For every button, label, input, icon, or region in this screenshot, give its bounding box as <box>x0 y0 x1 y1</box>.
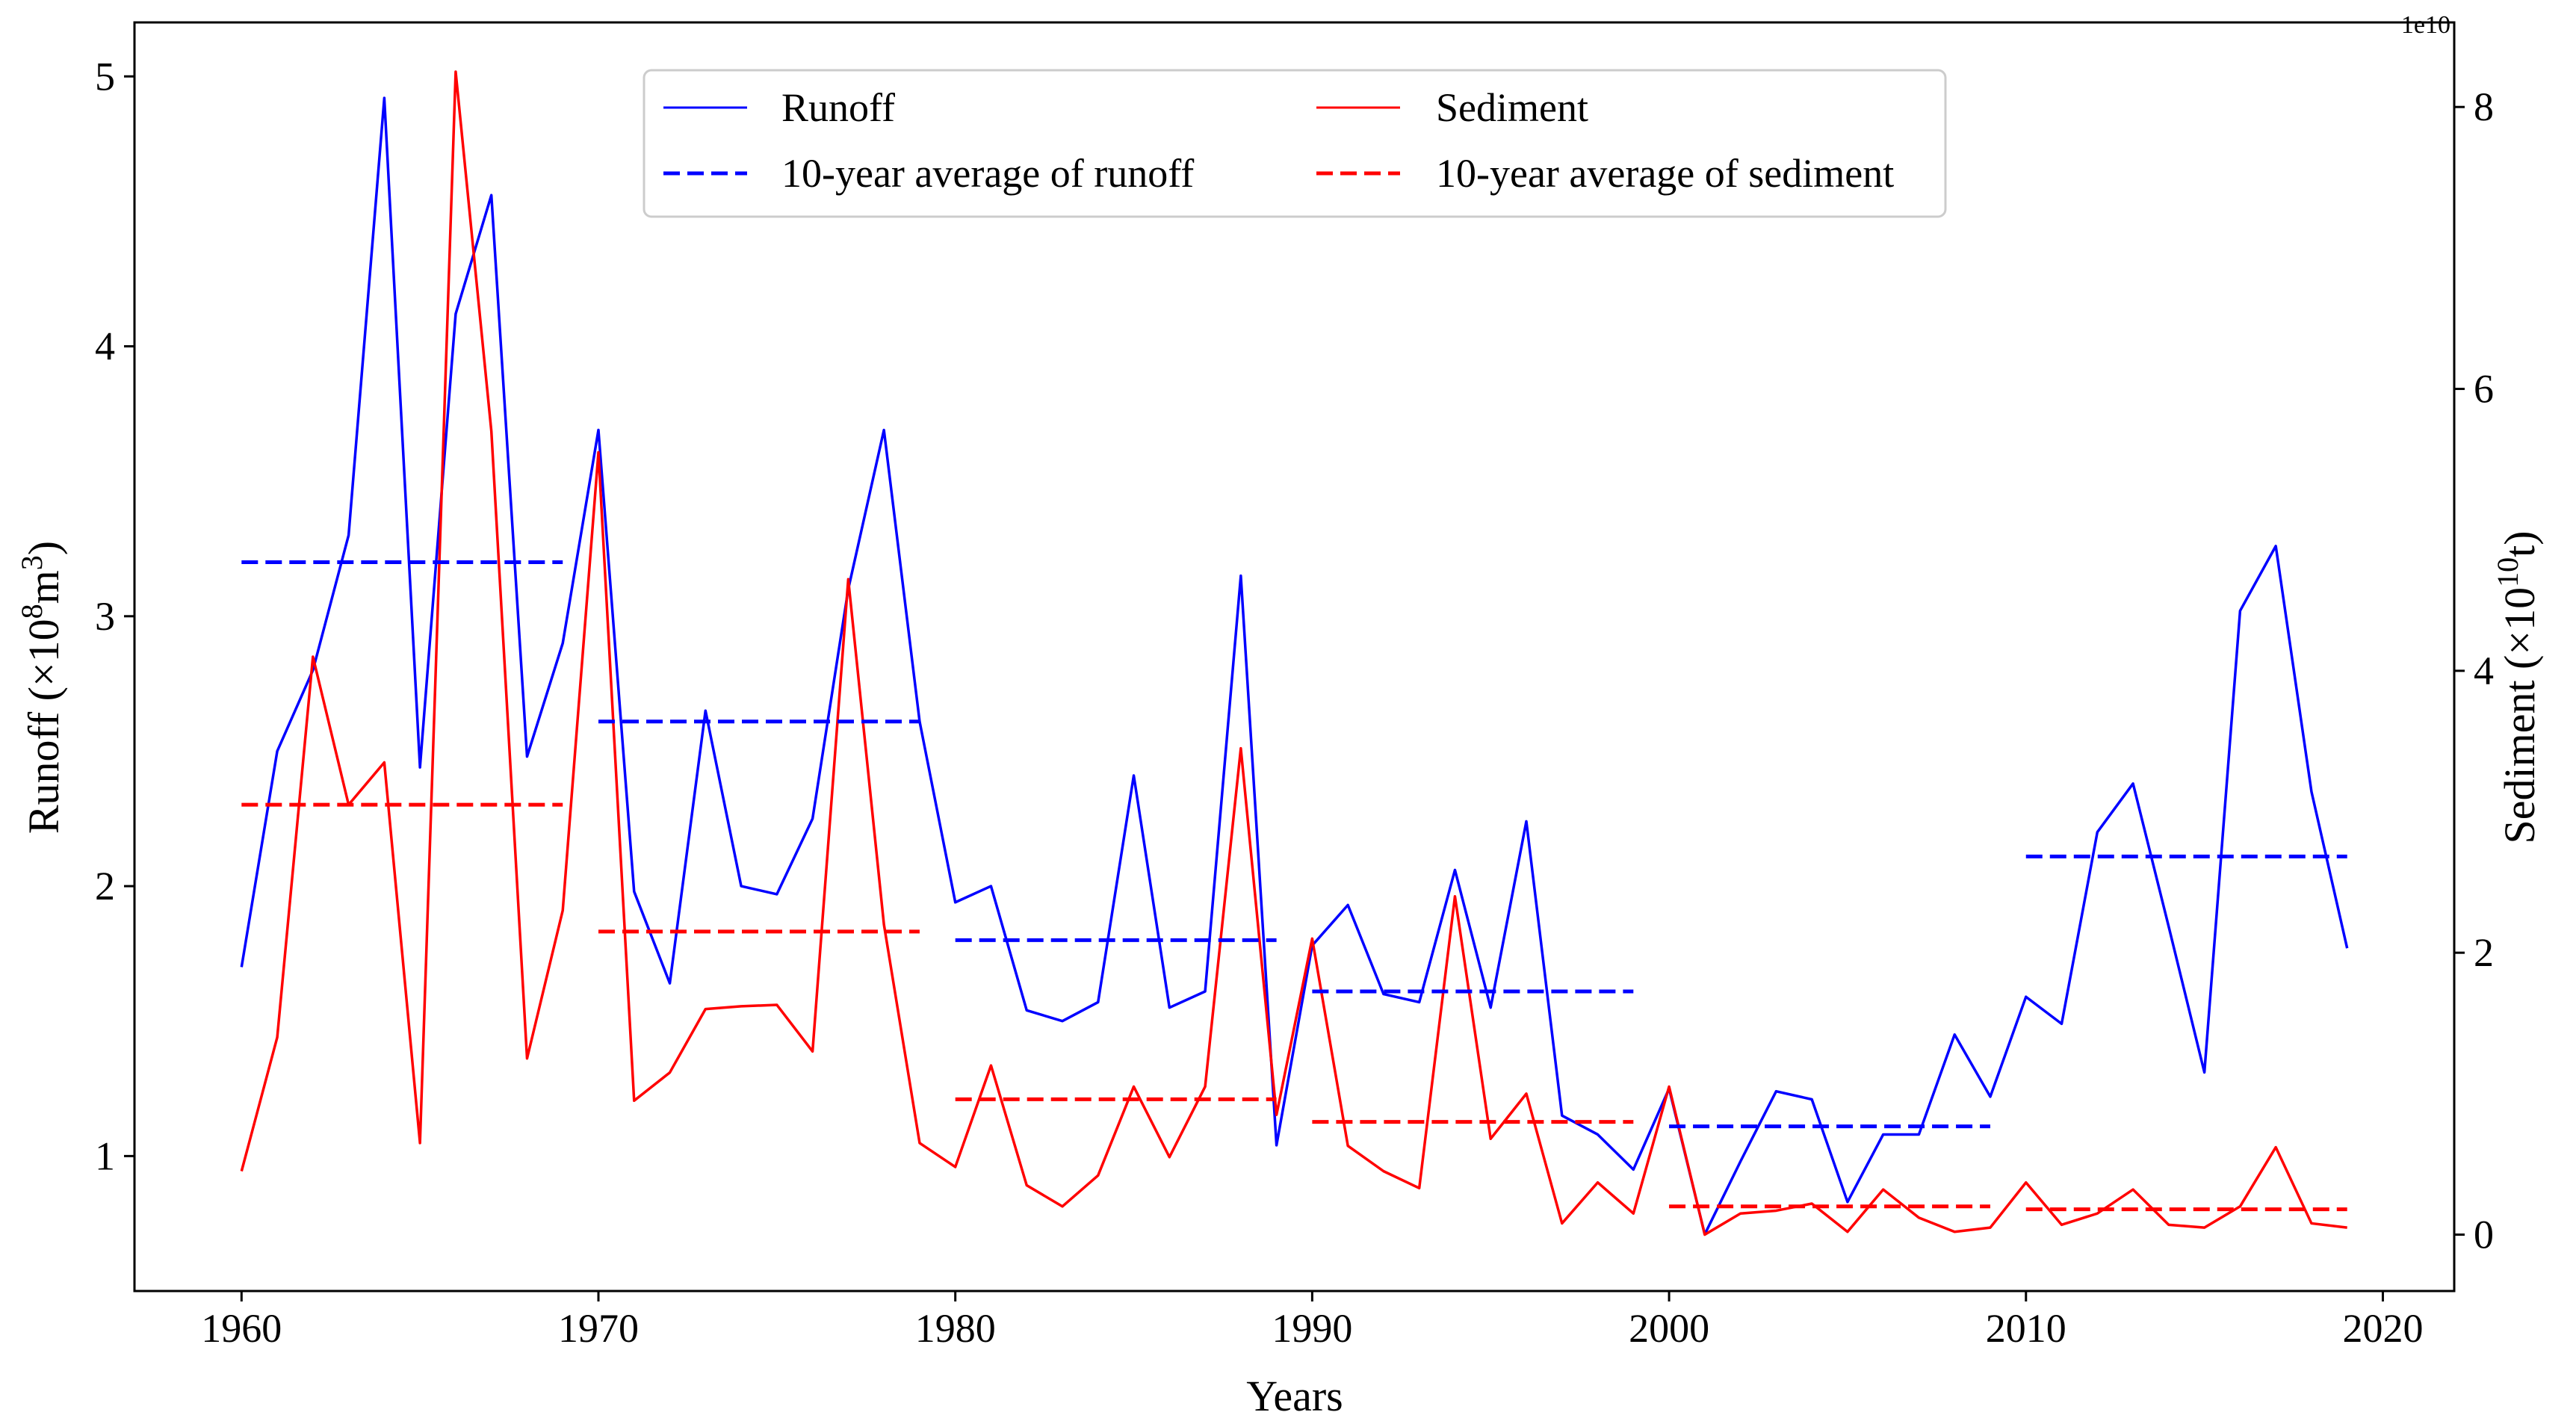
left-y-tick-label-2: 2 <box>95 864 115 908</box>
right-y-tick-label-4: 4 <box>2474 648 2494 693</box>
right-y-tick-label-2: 2 <box>2474 930 2494 975</box>
right-y-tick-label-0: 0 <box>2474 1213 2494 1257</box>
right-axis-offset-label: 1e10 <box>2401 11 2450 39</box>
x-tick-label-1970: 1970 <box>558 1306 639 1351</box>
x-tick-label-1960: 1960 <box>201 1306 282 1351</box>
legend-sediment-label: Sediment <box>1436 85 1588 130</box>
sediment-series-line <box>240 70 2347 1236</box>
runoff-series-line <box>240 96 2349 1236</box>
x-axis-title: Years <box>1246 1372 1343 1420</box>
plot-area <box>240 70 2349 1236</box>
legend-runoff-label: Runoff <box>781 85 895 130</box>
plot-frame <box>133 21 2456 1293</box>
legend-runoff-average-label: 10-year average of runoff <box>781 151 1194 196</box>
x-tick-label-1980: 1980 <box>915 1306 996 1351</box>
x-tick-label-1990: 1990 <box>1272 1306 1352 1351</box>
x-tick-label-2000: 2000 <box>1629 1306 1709 1351</box>
legend: Runoff Sediment 10-year average of runof… <box>643 69 1947 218</box>
left-y-tick-label-5: 5 <box>95 54 115 99</box>
right-y-axis-title: Sediment (×1010t) <box>2491 530 2544 843</box>
left-y-tick-label-3: 3 <box>95 594 115 639</box>
legend-frame <box>643 69 1947 218</box>
legend-sediment-average-label: 10-year average of sediment <box>1436 151 1894 196</box>
left-y-axis-title: Runoff (×108m3) <box>15 541 68 834</box>
axes: 1960 1970 1980 1990 2000 2010 2020 1 2 3 4 5 0 2 4 6 8 <box>95 21 2494 1351</box>
left-y-tick-label-1: 1 <box>95 1133 115 1178</box>
right-y-tick-label-6: 6 <box>2474 367 2494 412</box>
x-tick-label-2020: 2020 <box>2342 1306 2423 1351</box>
x-tick-label-2010: 2010 <box>1986 1306 2066 1351</box>
right-y-tick-label-8: 8 <box>2474 84 2494 129</box>
left-y-tick-label-4: 4 <box>95 324 115 369</box>
